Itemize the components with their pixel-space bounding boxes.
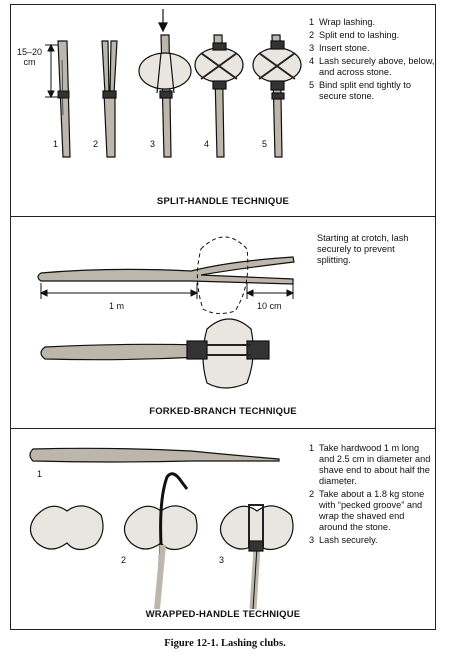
- forked-branch-title: FORKED-BRANCH TECHNIQUE: [149, 406, 297, 417]
- forked-branch-illustration: [37, 236, 295, 389]
- wrapped-handle-title: WRAPPED-HANDLE TECHNIQUE: [145, 609, 301, 620]
- list-item: 1 Take hardwood 1 m long and 2.5 cm in di…: [309, 443, 431, 486]
- forked-branch-note: Starting at crotch, lash securely to pre…: [317, 233, 409, 265]
- shaved-stick: [29, 447, 280, 463]
- figure-number-2: 2: [121, 555, 127, 565]
- stick-1: [57, 40, 71, 158]
- figure-number-4: 4: [204, 139, 210, 149]
- dimension-label: 15–20 cm: [17, 47, 43, 67]
- split-handle-title: SPLIT-HANDLE TECHNIQUE: [156, 196, 290, 207]
- figure-caption: Figure 12-1. Lashing clubs.: [164, 638, 286, 649]
- figure-number-1: 1: [37, 469, 43, 479]
- measure-lines: [39, 283, 295, 299]
- figure-number-3: 3: [150, 139, 156, 149]
- stick-5: [252, 34, 302, 158]
- list-item: 2 Take about a 1.8 kg stone with “pecked …: [309, 489, 425, 532]
- list-item: 1 Wrap lashing.: [309, 17, 376, 27]
- forked-branch-panel: 1 m 10 cm Starting at crotch, lash secur…: [11, 217, 435, 429]
- stone-outline: [197, 236, 249, 315]
- wrapped-handle-illustration: [29, 447, 294, 610]
- list-item: 4 Lash securely above, below, and across …: [309, 56, 435, 77]
- list-item: 3 Lash securely.: [309, 535, 378, 545]
- forked-branch: [37, 256, 295, 285]
- figure-number-5: 5: [262, 139, 268, 149]
- list-item: 5 Bind split end tightly to secure stone.: [309, 80, 411, 101]
- dimension-marker: [45, 43, 61, 99]
- figure-number-2: 2: [93, 139, 99, 149]
- figure-number-1: 1: [53, 139, 59, 149]
- figure-number-3: 3: [219, 555, 225, 565]
- lashed-stone: [219, 504, 294, 610]
- figure-frame: 15–20 cm 1 2 3 4 5 1 Wrap lashing. 2 Split…: [10, 4, 436, 630]
- stick-4: [194, 34, 244, 158]
- forked-club: [40, 318, 270, 389]
- wrapping-stone: [123, 472, 198, 610]
- stick-2: [101, 40, 118, 158]
- grooved-stone: [29, 505, 104, 551]
- stick-3: [138, 9, 192, 158]
- fork-length-label: 10 cm: [257, 301, 282, 311]
- split-handle-illustration: [45, 9, 302, 158]
- length-label: 1 m: [109, 301, 125, 311]
- split-handle-panel: 15–20 cm 1 2 3 4 5 1 Wrap lashing. 2 Split…: [11, 5, 435, 217]
- wrapped-handle-panel: 1 2 3 1 Take hardwood 1 m long and 2.5 cm…: [11, 429, 435, 629]
- list-item: 2 Split end to lashing.: [309, 30, 400, 40]
- wrapped-steps-list: 1 Take hardwood 1 m long and 2.5 cm in di…: [309, 443, 435, 548]
- list-item: 3 Insert stone.: [309, 43, 370, 53]
